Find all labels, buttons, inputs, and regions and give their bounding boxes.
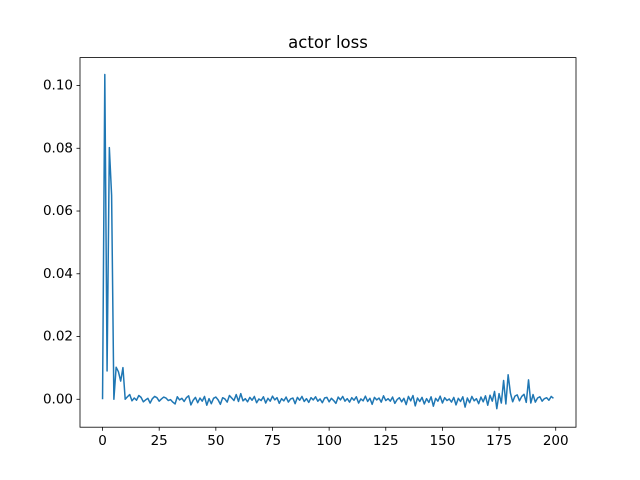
y-tick-label: 0.06 (43, 203, 73, 219)
x-tick-label: 150 (430, 433, 456, 449)
chart-title: actor loss (288, 33, 368, 52)
x-tick-label: 25 (151, 433, 168, 449)
x-tick-label: 175 (486, 433, 512, 449)
x-tick-label: 100 (316, 433, 342, 449)
x-tick-label: 200 (543, 433, 569, 449)
y-tick-label: 0.10 (43, 78, 73, 94)
x-tick-label: 50 (207, 433, 224, 449)
y-tick-label: 0.02 (43, 329, 73, 345)
data-line (101, 73, 554, 410)
y-tick-label: 0.08 (43, 140, 73, 156)
y-tick-label: 0.00 (43, 391, 73, 407)
x-tick-label: 125 (373, 433, 399, 449)
y-tick-label: 0.04 (43, 266, 73, 282)
x-tick-label: 0 (98, 433, 107, 449)
x-tick-label: 75 (264, 433, 281, 449)
axes-frame (79, 57, 577, 428)
